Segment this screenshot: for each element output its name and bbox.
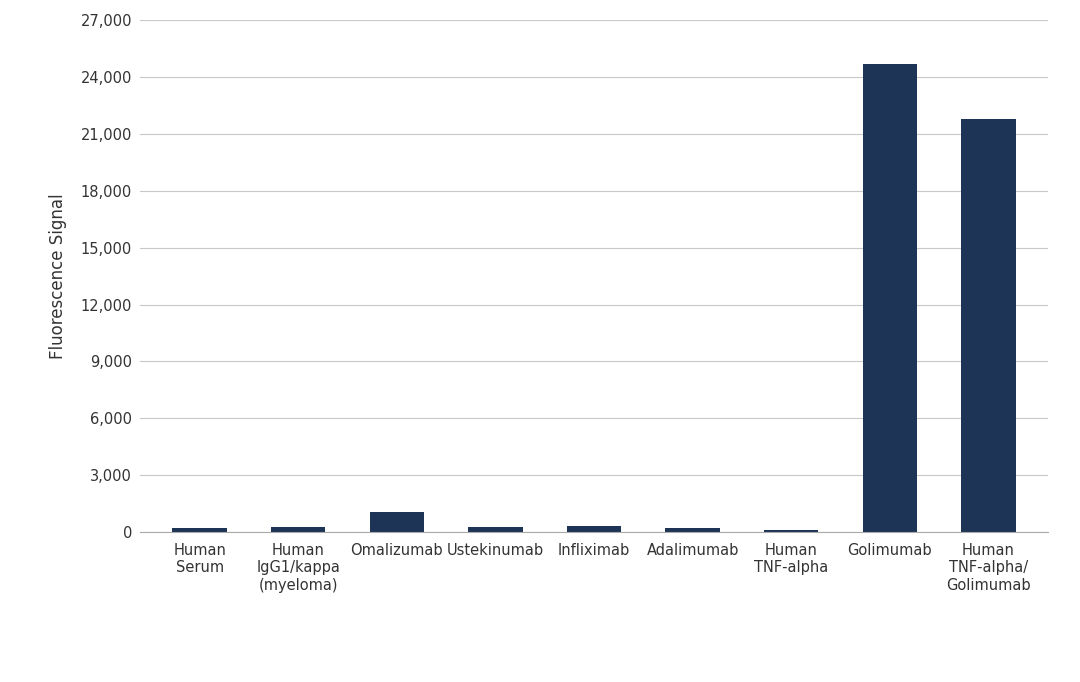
Bar	[567, 527, 621, 532]
Y-axis label: Fluorescence Signal: Fluorescence Signal	[49, 194, 67, 359]
Bar	[271, 527, 325, 532]
Bar	[173, 528, 227, 532]
Bar	[469, 527, 523, 532]
Bar	[765, 530, 819, 532]
Bar	[369, 512, 424, 532]
Bar	[961, 119, 1015, 532]
Bar	[665, 528, 719, 532]
Bar	[863, 64, 917, 532]
